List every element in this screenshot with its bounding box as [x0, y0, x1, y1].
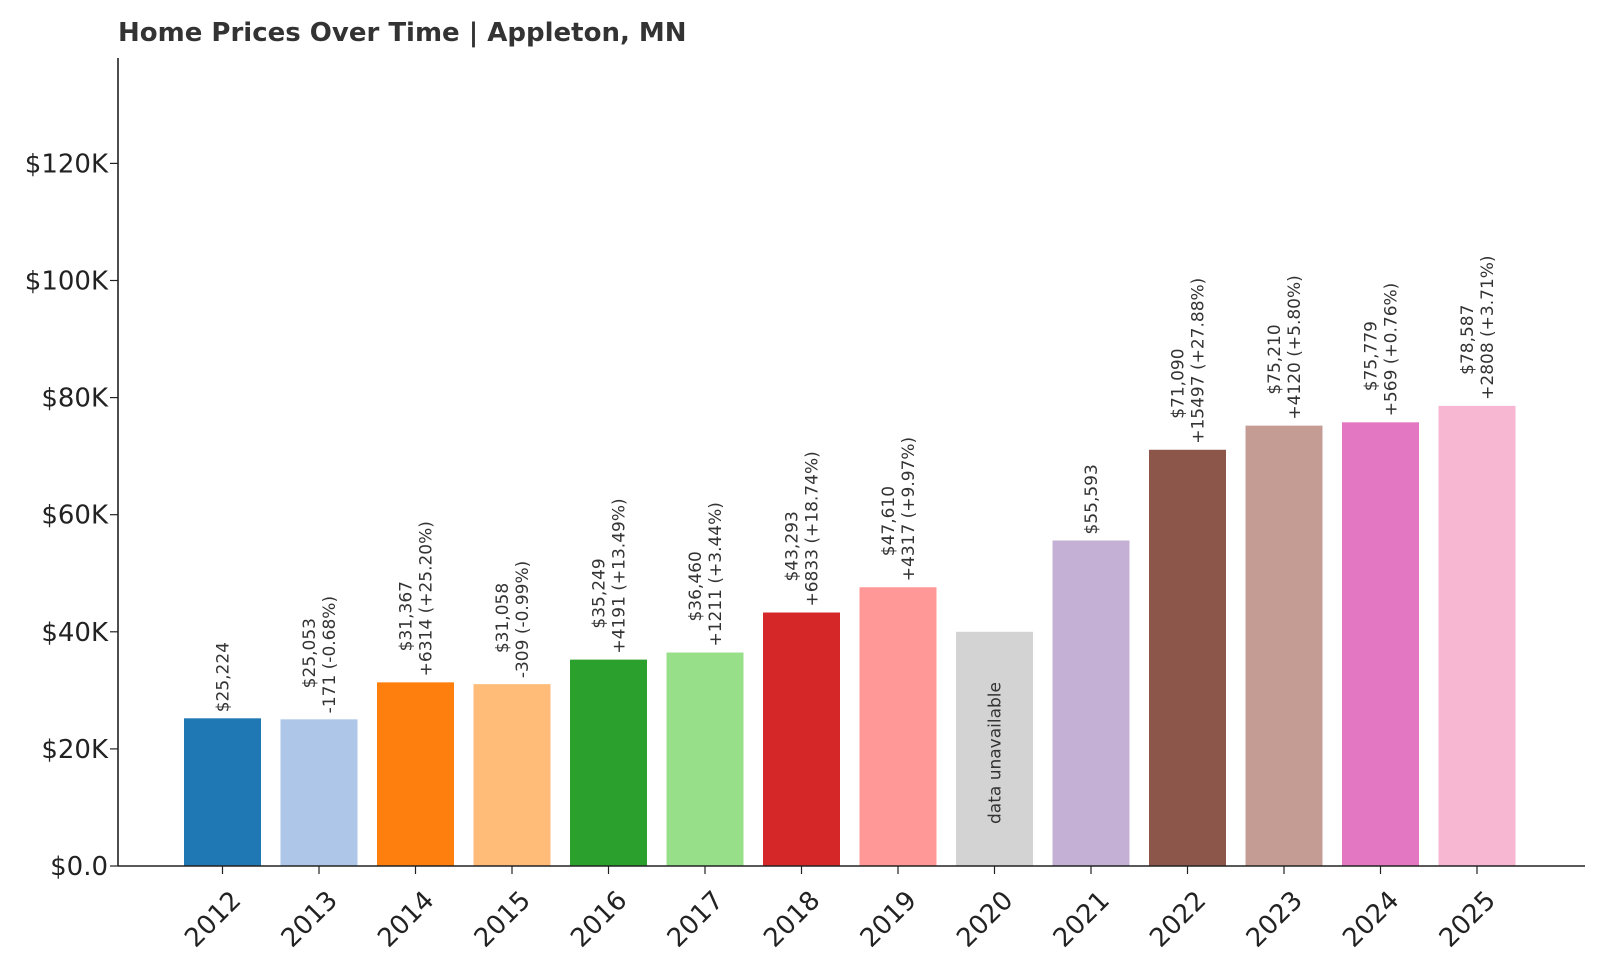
bar [1149, 449, 1226, 866]
chart-title: Home Prices Over Time | Appleton, MN [118, 18, 687, 48]
bar [666, 652, 744, 866]
y-tick-label: $120K [25, 149, 109, 179]
value-label: $35,249 [590, 558, 610, 628]
x-tick-label: 2025 [1434, 886, 1502, 954]
change-label: +4120 (+5.80%) [1285, 275, 1305, 419]
x-tick-label: 2018 [758, 886, 826, 954]
change-label: -171 (-0.68%) [320, 596, 340, 713]
bar [473, 684, 551, 866]
bar [1342, 422, 1419, 866]
change-label: +6833 (+18.74%) [803, 451, 823, 606]
value-label: $55,593 [1082, 464, 1102, 534]
x-tick-label: 2020 [951, 886, 1019, 954]
value-label: $71,090 [1169, 348, 1189, 418]
value-label: $75,779 [1362, 321, 1382, 391]
value-label: $25,224 [214, 642, 234, 712]
y-tick-label: $0.0 [50, 852, 108, 882]
x-tick-label: 2024 [1337, 886, 1405, 954]
bar [763, 612, 840, 866]
x-tick-label: 2016 [565, 886, 633, 954]
value-label: $43,293 [783, 511, 803, 581]
change-label: +15497 (+27.88%) [1189, 278, 1209, 444]
x-tick-label: 2012 [179, 886, 247, 954]
value-label: $31,367 [397, 581, 417, 651]
x-tick-label: 2019 [855, 886, 923, 954]
value-label: $78,587 [1458, 305, 1478, 375]
change-label: +569 (+0.76%) [1382, 283, 1402, 417]
x-tick-label: 2023 [1241, 886, 1309, 954]
y-tick-label: $20K [41, 735, 109, 765]
x-tick-label: 2022 [1144, 886, 1212, 954]
y-tick-label: $60K [41, 501, 109, 531]
value-label: $25,053 [300, 618, 320, 688]
bar [1052, 540, 1130, 866]
value-label: $47,610 [879, 486, 899, 556]
y-tick-label: $40K [41, 618, 109, 648]
change-label: +4317 (+9.97%) [899, 437, 919, 581]
value-label: $75,210 [1265, 324, 1285, 394]
bar [859, 587, 937, 866]
bar [184, 718, 261, 866]
change-label: +4191 (+13.49%) [610, 498, 630, 653]
y-tick-label: $80K [41, 384, 109, 414]
change-label: +2808 (+3.71%) [1478, 255, 1498, 399]
bar [280, 719, 358, 866]
x-tick-label: 2017 [662, 886, 730, 954]
value-label: $31,058 [493, 583, 513, 653]
y-tick-label: $100K [25, 266, 109, 296]
x-tick-label: 2013 [276, 886, 344, 954]
bar [377, 682, 454, 866]
bar [956, 631, 1033, 866]
change-label: +1211 (+3.44%) [706, 502, 726, 646]
bar [1438, 405, 1516, 866]
x-tick-label: 2015 [469, 886, 537, 954]
unavailable-label: data unavailable [986, 682, 1006, 824]
change-label: +6314 (+25.20%) [417, 521, 437, 676]
x-tick-label: 2014 [372, 886, 440, 954]
change-label: -309 (-0.99%) [513, 561, 533, 678]
bar [570, 659, 647, 866]
bar [1245, 425, 1323, 866]
x-tick-label: 2021 [1048, 886, 1116, 954]
value-label: $36,460 [686, 551, 706, 621]
